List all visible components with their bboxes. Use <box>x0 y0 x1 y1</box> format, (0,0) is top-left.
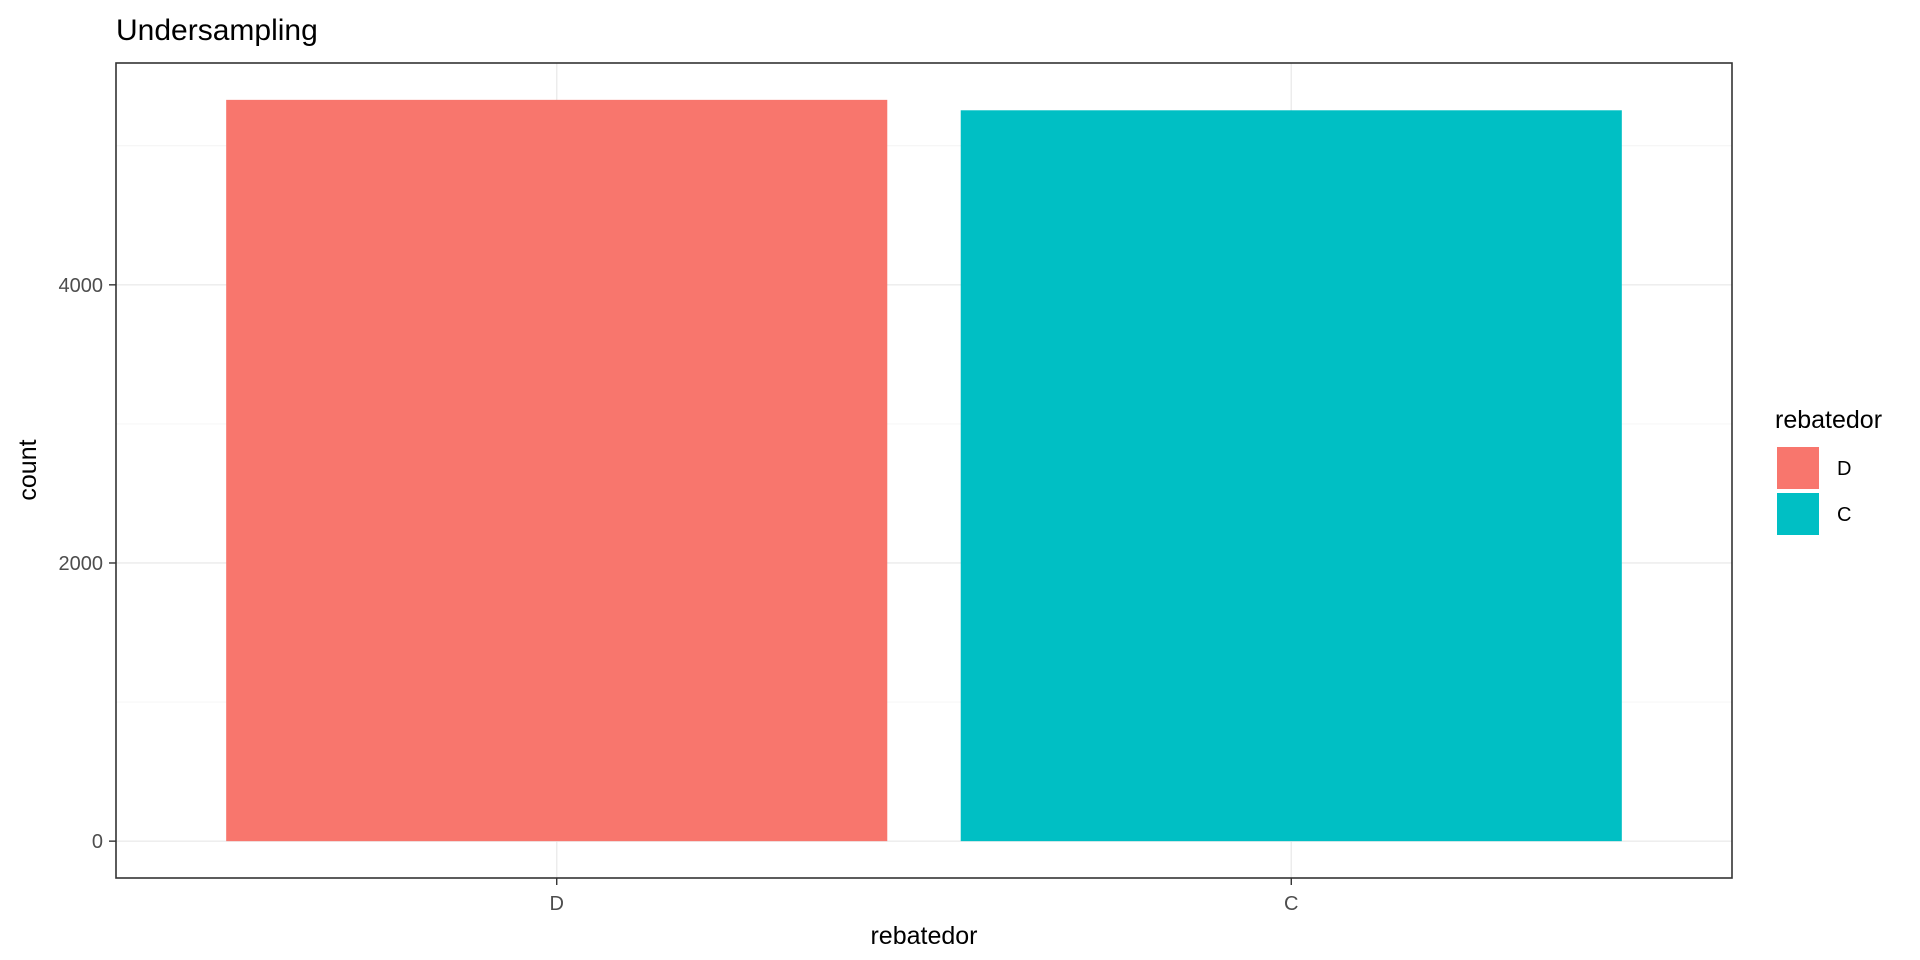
plot-panel-border <box>115 62 1733 879</box>
x-tick-label-D: D <box>550 893 564 915</box>
legend-label-D: D <box>1837 458 1851 480</box>
x-tick-label-C: C <box>1284 893 1298 915</box>
y-tick-label-2000: 2000 <box>59 553 104 575</box>
y-axis-title: count <box>14 439 42 500</box>
y-tick-label-4000: 4000 <box>59 275 104 297</box>
y-tick-label-0: 0 <box>92 831 103 853</box>
legend-title: rebatedor <box>1775 406 1882 434</box>
legend-key-C <box>1777 493 1819 535</box>
legend-label-C: C <box>1837 504 1851 526</box>
bars <box>226 99 1622 842</box>
legend-entries: DC <box>1777 447 1851 535</box>
bar-C <box>960 110 1622 842</box>
y-axis: 0 2000 4000 <box>59 275 116 853</box>
chart-title: Undersampling <box>116 14 318 47</box>
legend-key-D <box>1777 447 1819 489</box>
legend: rebatedor DC <box>1775 406 1882 535</box>
bar-D <box>226 99 888 842</box>
x-axis-title: rebatedor <box>870 922 977 950</box>
